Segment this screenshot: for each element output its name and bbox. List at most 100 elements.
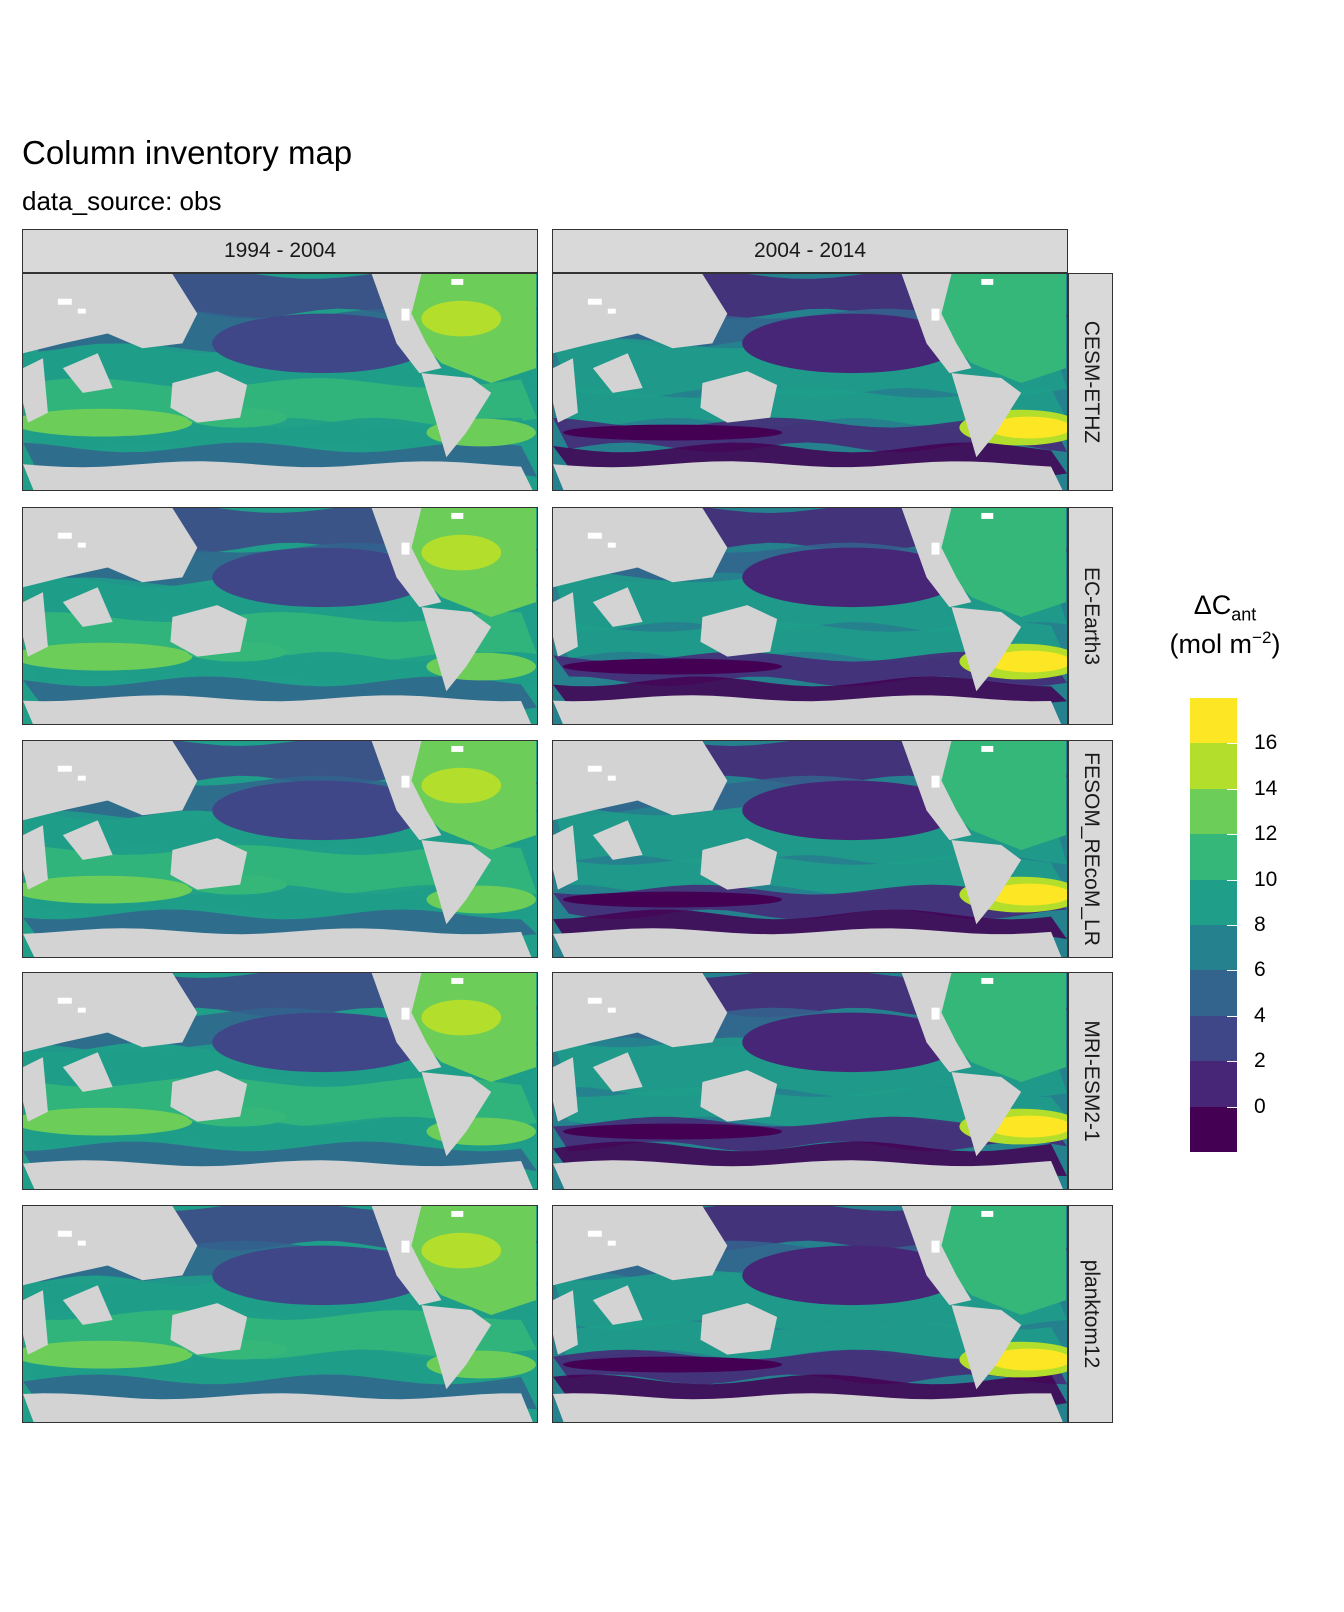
australia-land [170, 1070, 248, 1122]
sea-ice-patch [77, 1007, 86, 1013]
eurasia-land [553, 508, 728, 588]
india-land [592, 1285, 643, 1325]
north-america-land [371, 274, 442, 374]
map-panel-ec-earth3-2004-2014 [552, 507, 1068, 725]
legend-tick-label: 8 [1254, 913, 1266, 936]
sea-ice-patch [931, 1240, 940, 1253]
south-atlantic-peak [987, 1115, 1067, 1138]
map-image [23, 741, 537, 957]
legend-tick-mark [1227, 879, 1237, 881]
map-panel-fesom-recom-lr-2004-2014 [552, 740, 1068, 958]
south-america-land [421, 1072, 492, 1157]
legend-tick-label: 12 [1254, 822, 1278, 846]
australia-land [700, 838, 778, 890]
australia-land [700, 1303, 778, 1355]
india-land [592, 1052, 643, 1092]
sea-ice-patch [451, 278, 464, 285]
eurasia-land [553, 973, 728, 1053]
legend-colorbar [1190, 698, 1237, 1152]
indian-ocean-high [23, 408, 193, 437]
north-pacific-low [742, 780, 962, 841]
legend-tick-mark [1227, 1061, 1237, 1063]
south-america-land [951, 607, 1022, 692]
southern-ocean-low [562, 658, 783, 675]
eurasia-land [23, 973, 198, 1053]
north-america-land [371, 973, 442, 1073]
legend-color-step [1190, 924, 1237, 971]
facet-strip-row-mri-esm2-1: MRI-ESM2-1 [1068, 972, 1113, 1190]
facet-strip-label: CESM-ETHZ [1079, 320, 1103, 444]
africa-land [23, 592, 48, 657]
inventory-band [553, 621, 1067, 662]
australia-land [170, 1303, 248, 1355]
map-panel-fesom-recom-lr-1994-2004 [22, 740, 538, 958]
legend-tick-label: 14 [1254, 776, 1278, 800]
antarctica-land [553, 695, 1062, 724]
africa-land [553, 592, 578, 657]
map-image [553, 274, 1067, 490]
sea-ice-patch [587, 765, 602, 772]
sea-ice-patch [607, 308, 616, 314]
india-land [62, 587, 113, 627]
legend-color-step [1190, 698, 1237, 744]
india-land [592, 353, 643, 393]
map-image [553, 1206, 1067, 1422]
legend-unit: (mol m−2) [1169, 628, 1281, 659]
legend-tick-label: 10 [1254, 867, 1278, 891]
north-america-land [901, 973, 972, 1073]
legend-color-step [1190, 743, 1237, 789]
antarctica-land [553, 928, 1062, 957]
map-panel-mri-esm2-1-1994-2004 [22, 972, 538, 1190]
north-pacific-low [742, 313, 962, 374]
sea-ice-patch [57, 532, 72, 539]
facet-strip-row-fesom-recom-lr: FESOM_REcoM_LR [1068, 740, 1113, 958]
sea-ice-patch [401, 1007, 410, 1020]
africa-land [553, 1057, 578, 1122]
facet-strip-label: FESOM_REcoM_LR [1079, 752, 1103, 946]
north-atlantic [936, 973, 1067, 1082]
indian-ocean-high [23, 1340, 193, 1369]
map-image [23, 973, 537, 1189]
legend-color-step [1190, 1061, 1237, 1107]
inventory-band [23, 417, 537, 453]
antarctica-land [23, 1393, 533, 1422]
north-america-land [371, 1206, 442, 1306]
sea-ice-patch [57, 997, 72, 1004]
inventory-band [553, 854, 1067, 895]
inventory-band [553, 387, 1067, 428]
indian-ocean-high [23, 1107, 193, 1136]
legend-tick-mark [1227, 925, 1237, 926]
legend-tick-mark [1227, 834, 1237, 836]
plot-subtitle: data_source: obs [22, 186, 222, 216]
india-land [592, 820, 643, 860]
antarctica-land [553, 1160, 1063, 1189]
australia-land [700, 371, 778, 423]
facet-strip-row-cesm-ethz: CESM-ETHZ [1068, 273, 1113, 491]
legend-tick-mark [1227, 970, 1237, 972]
south-atlantic-peak [987, 1348, 1067, 1371]
sea-ice-patch [401, 542, 410, 555]
north-america-land [371, 508, 442, 608]
australia-land [170, 838, 248, 890]
north-pacific-low [212, 547, 432, 608]
sea-ice-patch [981, 977, 994, 984]
map-panel-ec-earth3-1994-2004 [22, 507, 538, 725]
map-image [553, 741, 1067, 957]
legend-tick-label: 4 [1254, 1003, 1266, 1027]
sea-ice-patch [401, 308, 410, 321]
legend-tick-label: 6 [1254, 958, 1266, 982]
antarctica-land [553, 1393, 1063, 1422]
india-land [62, 1052, 113, 1092]
facet-strip-label: MRI-ESM2-1 [1079, 1020, 1103, 1142]
south-america-land [421, 607, 492, 692]
africa-land [553, 358, 578, 423]
legend-color-step [1190, 788, 1237, 835]
india-land [592, 587, 643, 627]
facet-strip-column-1994-2004: 1994 - 2004 [22, 229, 538, 273]
legend-tick-mark [1227, 1015, 1237, 1017]
south-america-land [421, 373, 492, 458]
sea-ice-patch [77, 542, 86, 548]
plot-title: Column inventory map [22, 134, 353, 171]
south-america-land [421, 1305, 492, 1390]
map-image [553, 973, 1067, 1189]
